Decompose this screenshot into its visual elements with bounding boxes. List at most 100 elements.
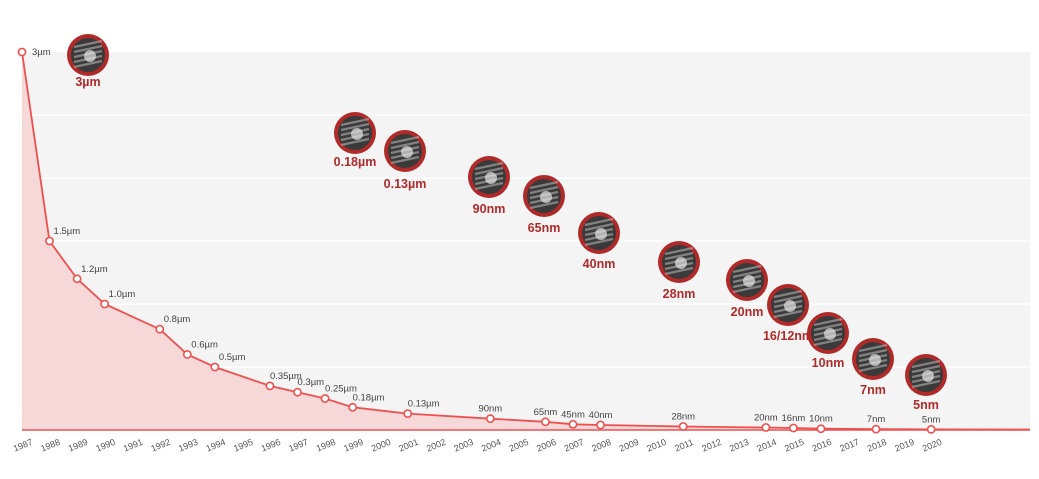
data-point-1990: [100, 299, 110, 309]
x-tick-label: 1999: [342, 437, 364, 454]
x-tick-label: 1995: [232, 437, 254, 454]
badge-texture: [73, 44, 103, 54]
node-badge: 10nm: [807, 312, 849, 370]
badge-texture: [73, 59, 103, 69]
data-point-1989: [72, 274, 82, 284]
x-tick-label: 2005: [508, 437, 530, 454]
data-label: 0.8µm: [164, 314, 191, 325]
x-tick-label: 2006: [535, 437, 557, 454]
badge-label: 40nm: [583, 257, 616, 271]
badge-label: 28nm: [663, 287, 696, 301]
node-badge: 0.13µm: [384, 130, 427, 191]
x-tick-label: 2002: [425, 437, 447, 454]
data-label: 0.13µm: [408, 399, 440, 410]
data-point-2007: [568, 419, 578, 429]
data-point-2014: [761, 423, 771, 432]
badge-texture: [911, 359, 941, 369]
data-point-1994: [210, 362, 220, 372]
badge-texture: [732, 269, 762, 279]
data-point-2001: [403, 409, 413, 419]
data-label: 0.5µm: [219, 352, 246, 363]
data-label: 0.35µm: [270, 371, 302, 382]
x-tick-label: 2010: [645, 437, 667, 454]
badge-highlight: [675, 257, 687, 269]
badge-texture: [340, 122, 370, 132]
node-badges: 3µm 0.18µm 0.13µm 90nm 65nm 40nm 28nm 20nm 16/12…: [67, 34, 947, 412]
badge-highlight: [84, 50, 96, 62]
badge-texture: [474, 161, 504, 171]
data-point-2016: [816, 424, 826, 434]
data-point-1993: [182, 349, 192, 359]
badge-highlight: [743, 275, 755, 287]
badge-texture: [813, 322, 843, 332]
x-tick-labels: 1987 1988 1989 1990 1991 1992 1993 1994 1995 1996…: [12, 437, 943, 454]
x-tick-label: 1993: [177, 437, 199, 454]
data-label: 28nm: [671, 411, 695, 422]
data-label: 20nm: [754, 412, 778, 423]
data-point-1999: [348, 402, 357, 412]
data-labels: 3µm1.5µm1.2µm1.0µm0.8µm0.6µm0.5µm0.35µm0…: [32, 47, 940, 425]
x-tick-label: 2001: [397, 437, 419, 454]
node-badge: 3µm: [67, 34, 109, 89]
badge-texture: [390, 155, 420, 165]
badge-highlight: [595, 228, 607, 240]
badge-texture: [813, 337, 843, 347]
badge-label: 90nm: [473, 202, 506, 216]
badge-texture: [73, 39, 103, 49]
badge-texture: [390, 140, 420, 150]
badge-texture: [773, 289, 803, 299]
badge-texture: [529, 185, 559, 195]
data-label: 45nm: [561, 409, 585, 420]
x-tick-label: 2017: [838, 437, 860, 454]
x-tick-label: 2008: [590, 437, 612, 454]
x-tick-label: 2000: [370, 437, 392, 454]
badge-label: 5nm: [913, 398, 939, 412]
badge-texture: [732, 264, 762, 274]
badge-label: 0.13µm: [384, 177, 427, 191]
badge-label: 20nm: [731, 305, 764, 319]
data-point-1997: [293, 387, 302, 397]
x-tick-label: 2014: [756, 437, 778, 454]
badge-label: 0.18µm: [334, 155, 377, 169]
badge-texture: [911, 364, 941, 374]
badge-highlight: [922, 370, 934, 382]
x-tick-label: 1991: [122, 437, 144, 454]
badge-texture: [858, 348, 888, 358]
data-point-2008: [596, 420, 605, 430]
data-label: 1.0µm: [109, 289, 136, 300]
x-tick-label: 1989: [67, 437, 89, 454]
badge-label: 10nm: [812, 356, 845, 370]
data-label: 0.18µm: [353, 392, 385, 403]
data-point-2004: [485, 414, 495, 424]
x-tick-label: 2013: [728, 437, 750, 454]
x-tick-label: 1998: [315, 437, 337, 454]
badge-label: 3µm: [75, 75, 100, 89]
x-tick-label: 1996: [260, 437, 282, 454]
data-label: 10nm: [809, 414, 833, 425]
badge-highlight: [540, 191, 552, 203]
x-tick-label: 1994: [205, 437, 227, 454]
x-tick-label: 1997: [287, 437, 309, 454]
badge-highlight: [401, 146, 413, 158]
x-tick-label: 1992: [149, 437, 171, 454]
data-label: 0.6µm: [191, 339, 218, 350]
x-tick-label: 2019: [893, 437, 915, 454]
badge-texture: [813, 317, 843, 327]
x-tick-label: 1987: [12, 437, 34, 454]
data-label: 3µm: [32, 47, 51, 58]
data-points: [17, 47, 936, 434]
x-tick-label: 2003: [453, 437, 475, 454]
x-tick-label: 2012: [700, 437, 722, 454]
data-point-1988: [45, 236, 54, 246]
badge-highlight: [485, 172, 497, 184]
data-point-2011: [678, 422, 688, 431]
node-badge: 65nm: [523, 175, 565, 235]
badge-texture: [911, 379, 941, 389]
data-label: 0.25µm: [325, 384, 357, 395]
x-tick-label: 1988: [39, 437, 61, 454]
node-badge: 28nm: [658, 241, 700, 301]
badge-texture: [474, 181, 504, 191]
node-badge: 0.18µm: [334, 112, 377, 169]
badge-texture: [529, 200, 559, 210]
